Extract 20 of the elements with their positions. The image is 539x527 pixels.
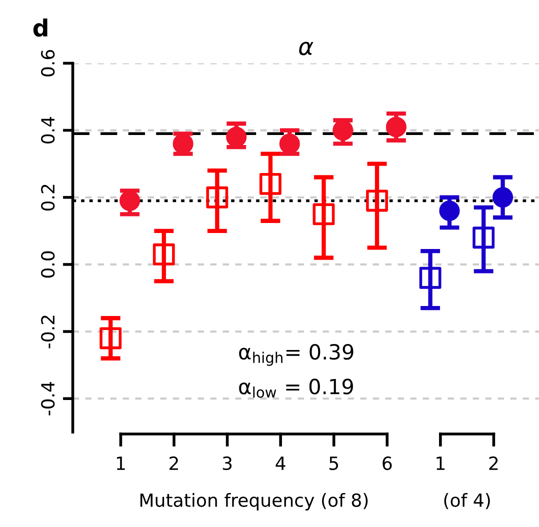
x-tick-label: 1	[116, 456, 125, 470]
annotation: α$_{low}$ = 0.19	[239, 378, 353, 398]
x-tick-label: 2	[170, 456, 178, 470]
x-tick-label: 3	[222, 456, 232, 470]
text: d	[33, 18, 48, 37]
x-tick-label: 1	[436, 456, 444, 470]
text: (of 4)	[444, 493, 490, 510]
x-tick-label: 2	[489, 456, 498, 470]
annotation: α$_{high}$= 0.39	[239, 344, 354, 366]
x-tick-label: 6	[382, 456, 392, 470]
y-tick-label: 0.6	[41, 50, 55, 76]
x-tick-label: 4	[276, 456, 286, 470]
y-tick-label: 0.4	[41, 116, 55, 144]
x-axis-title: Mutation frequency (of 8)	[140, 493, 368, 510]
y-tick-label: 0.2	[41, 184, 55, 211]
x-tick-label: 5	[330, 456, 338, 470]
chart-title: α	[299, 42, 314, 56]
y-tick-label: 0.0	[41, 251, 55, 278]
y-tick-label: -0.2	[41, 316, 55, 348]
y-tick-label: -0.4	[41, 382, 55, 416]
